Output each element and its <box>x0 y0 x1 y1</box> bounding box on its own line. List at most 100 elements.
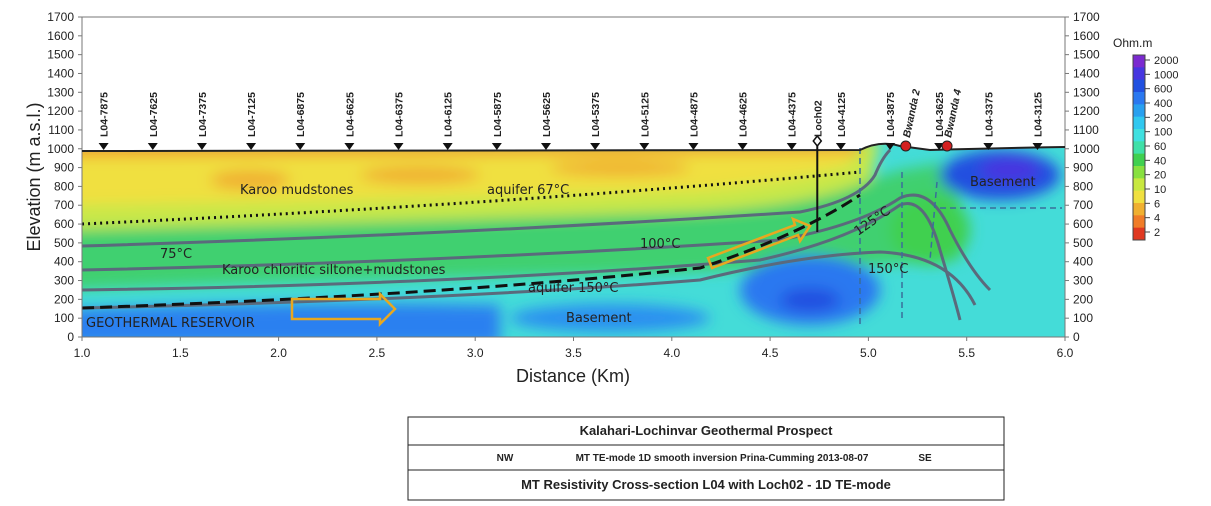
station-label: L04-4375 <box>787 92 799 137</box>
box-title: Kalahari-Lochinvar Geothermal Prospect <box>580 423 834 438</box>
annotation: Karoo chloritic siltone+mudstones <box>222 263 446 278</box>
y2-tick-label: 1700 <box>1073 10 1100 24</box>
y-tick-label: 1000 <box>47 142 74 156</box>
x-axis-label: Distance (Km) <box>516 366 630 386</box>
y2-tick-label: 1000 <box>1073 142 1100 156</box>
station-marker <box>99 143 109 150</box>
annotation: 100°C <box>640 237 680 252</box>
y2-tick-label: 600 <box>1073 217 1093 231</box>
station-label: L04-5625 <box>541 92 553 137</box>
annotation: 75°C <box>160 247 192 262</box>
y-tick-label: 500 <box>54 236 74 250</box>
y2-tick-label: 1500 <box>1073 48 1100 62</box>
y2-tick-label: 200 <box>1073 292 1093 306</box>
annotation: aquifer 67°C <box>487 183 569 198</box>
station-marker <box>492 143 502 150</box>
colorbar-band <box>1133 191 1145 204</box>
station-marker <box>901 141 911 151</box>
station-marker <box>295 143 305 150</box>
y2-tick-label: 1600 <box>1073 29 1100 43</box>
x-tick-label: 5.0 <box>860 346 877 360</box>
station-label: L04-6625 <box>344 92 356 137</box>
station-label: Loch02 <box>812 100 824 137</box>
y2-tick-label: 1400 <box>1073 66 1100 80</box>
station-label: L04-6125 <box>443 92 455 137</box>
y-tick-label: 900 <box>54 161 74 175</box>
y2-tick-label: 1300 <box>1073 85 1100 99</box>
colorbar-band <box>1133 228 1145 241</box>
station-marker <box>394 143 404 150</box>
y2-tick-label: 500 <box>1073 236 1093 250</box>
colorbar-band <box>1133 178 1145 191</box>
station-marker <box>787 143 797 150</box>
station-label: L04-5875 <box>492 92 504 137</box>
annotation: GEOTHERMAL RESERVOIR <box>86 316 255 331</box>
figure: Elevation (m a.s.l.) Distance (Km) Kalah… <box>0 0 1211 501</box>
y2-tick-label: 800 <box>1073 179 1093 193</box>
colorbar-tick-label: 1000 <box>1154 69 1178 81</box>
x-tick-label: 2.5 <box>369 346 386 360</box>
x-tick-label: 1.5 <box>172 346 189 360</box>
box-left: NW <box>497 453 514 464</box>
y2-tick-label: 300 <box>1073 274 1093 288</box>
station-marker <box>246 143 256 150</box>
y-tick-label: 700 <box>54 198 74 212</box>
station-label: L04-7125 <box>246 92 258 137</box>
y-tick-label: 1600 <box>47 29 74 43</box>
y-tick-label: 1100 <box>48 123 74 137</box>
y2-tick-label: 100 <box>1073 311 1093 325</box>
station-label: L04-3125 <box>1032 92 1044 137</box>
y-tick-label: 200 <box>54 292 74 306</box>
y2-tick-label: 400 <box>1073 255 1093 269</box>
y-tick-label: 1200 <box>47 104 74 118</box>
station-label: L04-7625 <box>148 92 160 137</box>
station-label: L04-7875 <box>99 92 111 137</box>
station-marker <box>148 143 158 150</box>
station-label: L04-6375 <box>394 92 406 137</box>
station-marker <box>590 143 600 150</box>
station-label: L04-4125 <box>836 92 848 137</box>
station-marker <box>541 143 551 150</box>
x-tick-label: 4.0 <box>663 346 680 360</box>
station-marker <box>639 143 649 150</box>
x-tick-label: 3.0 <box>467 346 484 360</box>
station-label: L04-6875 <box>295 92 307 137</box>
colorbar-tick-label: 2000 <box>1154 55 1178 67</box>
station-marker <box>688 143 698 150</box>
box-right: SE <box>918 453 932 464</box>
colorbar-tick-label: 60 <box>1154 141 1166 153</box>
y2-tick-label: 900 <box>1073 161 1093 175</box>
annotation: aquifer 150°C <box>528 281 619 296</box>
x-tick-label: 4.5 <box>762 346 779 360</box>
colorbar-tick-label: 20 <box>1154 170 1166 182</box>
x-tick-label: 1.0 <box>74 346 91 360</box>
y-tick-label: 0 <box>67 330 74 344</box>
station-label: L04-4875 <box>688 92 700 137</box>
x-tick-label: 6.0 <box>1057 346 1074 360</box>
y2-tick-label: 1100 <box>1073 123 1099 137</box>
annotation: 150°C <box>868 262 908 277</box>
y-tick-label: 100 <box>54 311 74 325</box>
colorbar-tick-label: 200 <box>1154 112 1172 124</box>
colorbar-band <box>1133 104 1145 117</box>
y-tick-label: 600 <box>54 217 74 231</box>
colorbar-band <box>1133 55 1145 68</box>
annotation: Karoo mudstones <box>240 183 354 198</box>
station-label: L04-7375 <box>197 92 209 137</box>
y-tick-label: 300 <box>54 274 74 288</box>
y-axis-label: Elevation (m a.s.l.) <box>24 102 44 251</box>
station-label: L04-5125 <box>639 92 651 137</box>
colorbar-tick-label: 40 <box>1154 155 1166 167</box>
y2-tick-label: 1200 <box>1073 104 1100 118</box>
colorbar-band <box>1133 80 1145 93</box>
colorbar-band <box>1133 117 1145 130</box>
x-tick-label: 3.5 <box>565 346 582 360</box>
box-caption: MT Resistivity Cross-section L04 with Lo… <box>521 477 891 492</box>
colorbar-title: Ohm.m <box>1113 36 1152 50</box>
station-label: Bwanda 2 <box>901 88 923 139</box>
colorbar-tick-label: 6 <box>1154 198 1160 210</box>
y2-tick-label: 700 <box>1073 198 1093 212</box>
colorbar-band <box>1133 129 1145 142</box>
station-marker <box>443 143 453 150</box>
annotation: Basement <box>566 311 632 326</box>
